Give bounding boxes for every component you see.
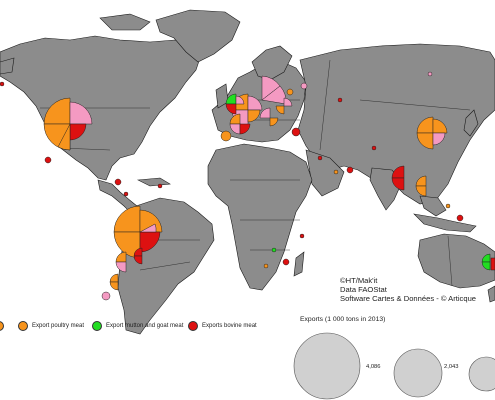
- symbol-china: [416, 116, 448, 150]
- credit-author: ©HT/Mak'it: [340, 276, 378, 285]
- symbol-small-dots: [0, 71, 464, 269]
- indonesia: [413, 213, 477, 233]
- legend-item-bovine: Exports bovine meat: [188, 321, 257, 331]
- greenland: [155, 9, 241, 63]
- symbol-brazil: [113, 205, 163, 259]
- new-zealand: [487, 285, 495, 303]
- caribbean: [136, 177, 171, 187]
- southeast-asia: [419, 195, 447, 217]
- map-credits: ©HT/Mak'it Data FAOStat Software Cartes …: [340, 276, 476, 303]
- legend-swatch-icon: [92, 321, 102, 331]
- credit-software: Software Cartes & Données - © Articque: [340, 294, 477, 303]
- madagascar: [293, 251, 305, 277]
- legend-item-mutton-goat: Export mutton and goat meat: [92, 321, 183, 331]
- size-legend-title: Exports (1 000 tons in 2013): [300, 316, 386, 323]
- symbol-australia: [481, 253, 495, 271]
- canadian-islands: [99, 13, 151, 31]
- legend-item-poultry: Export poultry meat: [18, 321, 84, 331]
- symbol-europe-cluster: [220, 75, 308, 142]
- scandinavia: [251, 45, 293, 81]
- africa: [207, 143, 313, 291]
- export-symbols: [0, 71, 495, 301]
- symbol-usa: [43, 97, 93, 151]
- size-legend-value-medium: 2,043: [444, 364, 459, 370]
- symbol-thailand: [415, 175, 427, 197]
- size-circle-small: [468, 356, 495, 392]
- japan: [463, 109, 479, 137]
- legend-swatch-icon: [188, 321, 198, 331]
- alaska: [0, 57, 15, 75]
- size-circle-medium: [393, 348, 443, 398]
- symbol-argentina: [101, 247, 143, 301]
- legend-swatch-icon: [0, 321, 4, 331]
- size-legend-value-large: 4,086: [366, 364, 381, 370]
- asia: [297, 43, 495, 205]
- size-legend-circles: [293, 332, 495, 400]
- australia: [417, 233, 495, 289]
- legend-item-pork: [0, 321, 8, 331]
- legend-swatch-icon: [18, 321, 28, 331]
- arabia: [305, 149, 345, 197]
- credit-data-source: Data FAOStat: [340, 285, 387, 294]
- size-circle-large: [293, 332, 361, 400]
